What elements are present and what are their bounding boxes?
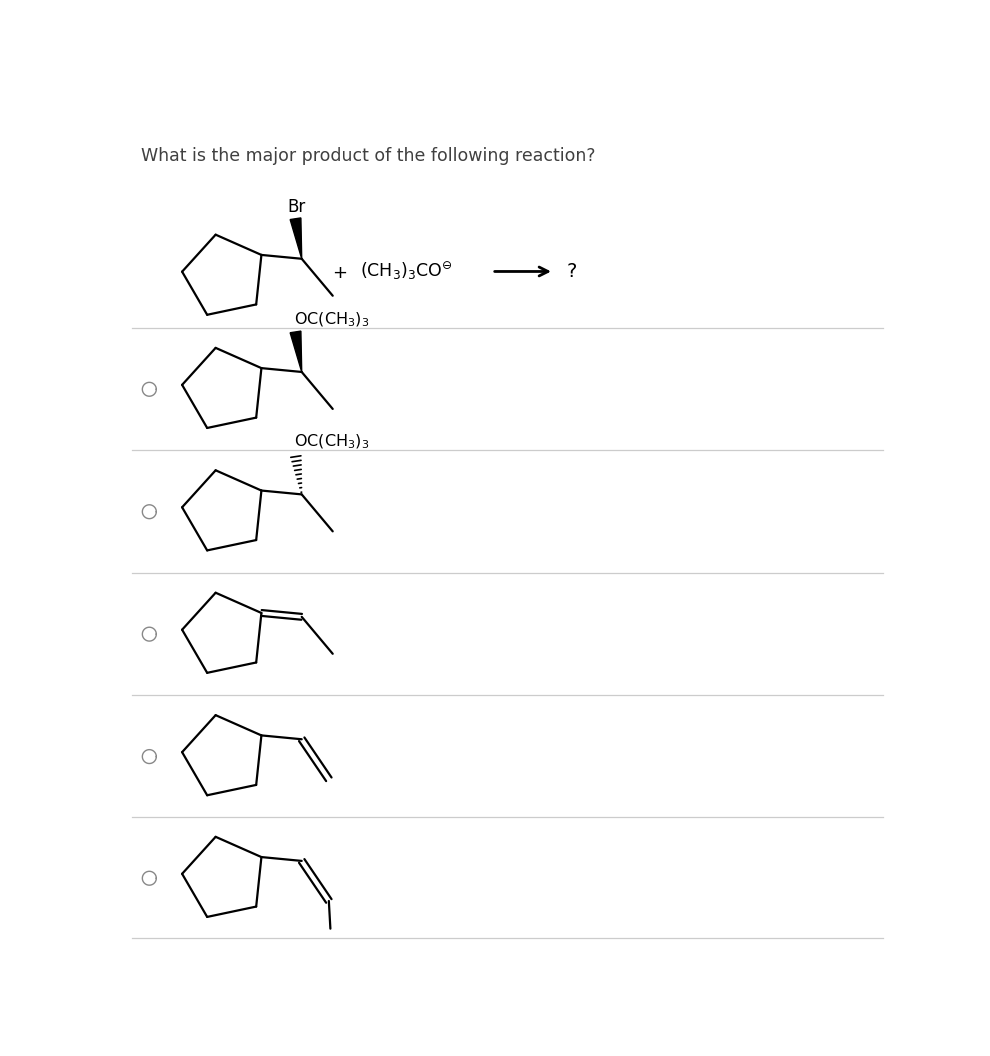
Polygon shape (290, 332, 302, 372)
Text: OC(CH$_3$)$_3$: OC(CH$_3$)$_3$ (294, 310, 369, 328)
Text: OC(CH$_3$)$_3$: OC(CH$_3$)$_3$ (294, 433, 369, 451)
Text: Br: Br (288, 197, 306, 215)
Text: (CH$_3$)$_3$CO$^{\ominus}$: (CH$_3$)$_3$CO$^{\ominus}$ (360, 261, 452, 283)
Polygon shape (290, 218, 302, 259)
Text: ?: ? (567, 262, 577, 281)
Text: What is the major product of the following reaction?: What is the major product of the followi… (141, 147, 595, 165)
Text: +: + (332, 264, 346, 282)
